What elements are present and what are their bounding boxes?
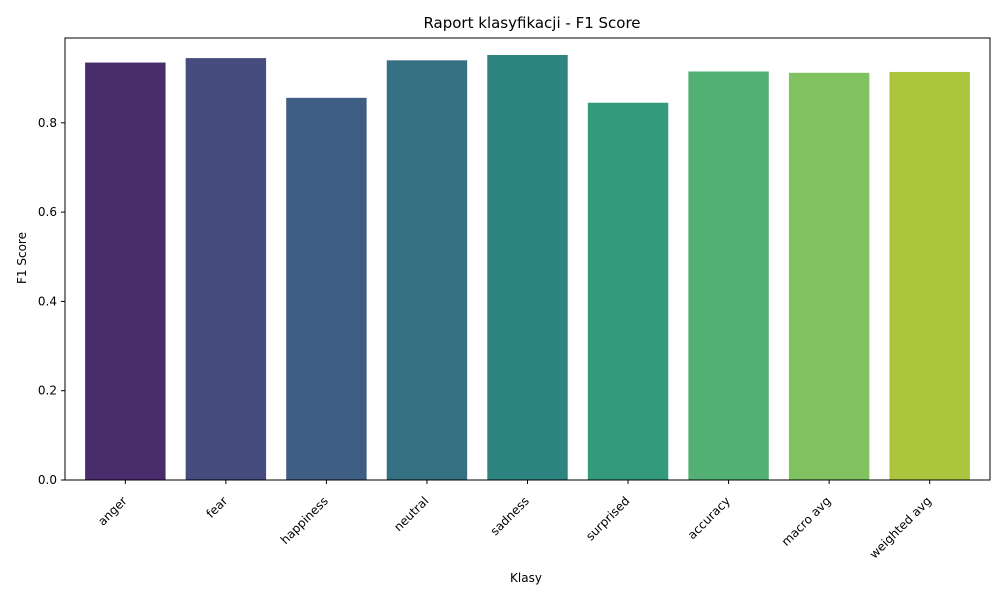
x-tick-label: happiness [278, 494, 331, 547]
x-tick-label: sadness [488, 494, 532, 538]
x-tick-label: macro avg [779, 494, 834, 549]
bars-group [85, 54, 970, 481]
y-tick-label: 0.0 [38, 473, 57, 487]
y-tick-label: 0.2 [38, 384, 57, 398]
x-axis: anger fear happiness neutral sadness surprise… [95, 480, 934, 561]
y-tick-label: 0.6 [38, 205, 57, 219]
y-axis-label: F1 Score [15, 232, 29, 284]
plot-frame [64, 37, 991, 481]
y-tick-label: 0.8 [38, 116, 57, 130]
bar-macro-avg [788, 72, 870, 480]
x-tick-label: surprised [583, 494, 632, 543]
x-axis-label: Klasy [510, 571, 542, 585]
bar-anger [85, 62, 166, 481]
bar-sadness [487, 54, 568, 480]
y-axis: 0.0 0.2 0.4 0.6 0.8 [38, 116, 65, 487]
bar-weighted-avg [889, 71, 970, 481]
bar-fear [185, 58, 267, 480]
x-tick-label: accuracy [685, 494, 733, 542]
bar-accuracy [688, 71, 769, 480]
bar-neutral [386, 60, 468, 480]
x-tick-label: neutral [391, 494, 431, 534]
x-tick-label: fear [204, 494, 231, 521]
x-tick-label: anger [95, 494, 130, 529]
bar-surprised [587, 102, 669, 481]
y-tick-label: 0.4 [38, 294, 57, 308]
x-tick-label: weighted avg [867, 494, 934, 561]
bar-happiness [286, 97, 367, 480]
chart-title: Raport klasyfikacji - F1 Score [423, 14, 640, 32]
